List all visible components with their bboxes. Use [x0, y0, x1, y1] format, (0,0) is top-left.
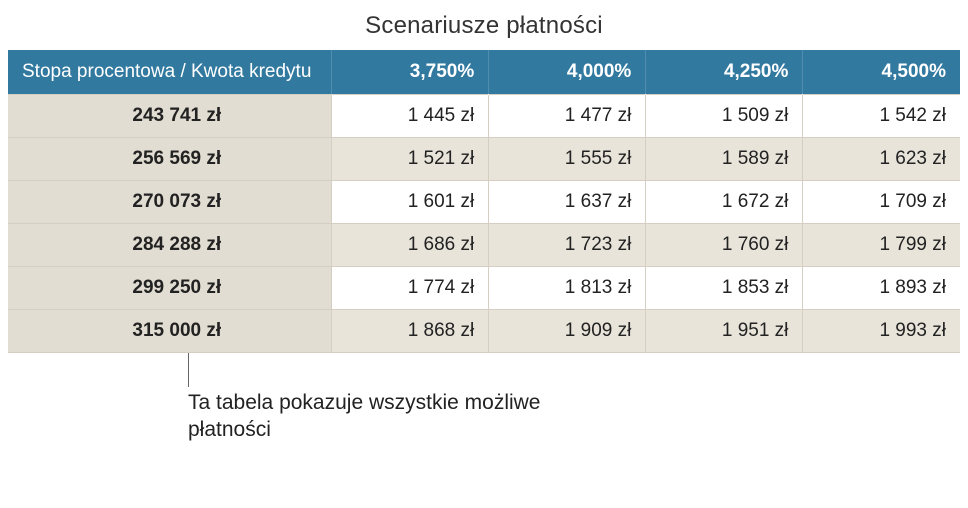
header-label: Stopa procentowa / Kwota kredytu [8, 50, 332, 94]
table-row: 256 569 zł 1 521 zł 1 555 zł 1 589 zł 1 … [8, 137, 960, 180]
rate-col-3: 4,500% [803, 50, 960, 94]
payment-cell: 1 521 zł [332, 137, 489, 180]
payment-cell: 1 893 zł [803, 266, 960, 309]
payment-cell: 1 445 zł [332, 94, 489, 137]
payment-cell: 1 774 zł [332, 266, 489, 309]
loan-amount: 315 000 zł [8, 309, 332, 352]
payment-cell: 1 951 zł [646, 309, 803, 352]
rate-col-2: 4,250% [646, 50, 803, 94]
payments-table: Stopa procentowa / Kwota kredytu 3,750% … [8, 50, 960, 353]
payment-cell: 1 509 zł [646, 94, 803, 137]
table-row: 315 000 zł 1 868 zł 1 909 zł 1 951 zł 1 … [8, 309, 960, 352]
payment-cell: 1 623 zł [803, 137, 960, 180]
payment-cell: 1 760 zł [646, 223, 803, 266]
payment-cell: 1 542 zł [803, 94, 960, 137]
payment-cell: 1 723 zł [489, 223, 646, 266]
page-title: Scenariusze płatności [8, 12, 960, 40]
leader-line [188, 353, 189, 387]
rate-col-1: 4,000% [489, 50, 646, 94]
table-header: Stopa procentowa / Kwota kredytu 3,750% … [8, 50, 960, 94]
table-caption: Ta tabela pokazuje wszystkie możliwe pła… [188, 389, 548, 444]
table-row: 270 073 zł 1 601 zł 1 637 zł 1 672 zł 1 … [8, 180, 960, 223]
payment-cell: 1 601 zł [332, 180, 489, 223]
rate-col-0: 3,750% [332, 50, 489, 94]
payment-cell: 1 909 zł [489, 309, 646, 352]
page-wrap: Scenariusze płatności Stopa procentowa /… [0, 0, 968, 445]
caption-area: Ta tabela pokazuje wszystkie możliwe pła… [8, 359, 960, 445]
payment-cell: 1 555 zł [489, 137, 646, 180]
loan-amount: 270 073 zł [8, 180, 332, 223]
loan-amount: 299 250 zł [8, 266, 332, 309]
payment-cell: 1 637 zł [489, 180, 646, 223]
table-row: 243 741 zł 1 445 zł 1 477 zł 1 509 zł 1 … [8, 94, 960, 137]
payment-cell: 1 672 zł [646, 180, 803, 223]
payment-cell: 1 868 zł [332, 309, 489, 352]
payment-cell: 1 993 zł [803, 309, 960, 352]
payment-cell: 1 589 zł [646, 137, 803, 180]
payment-cell: 1 813 zł [489, 266, 646, 309]
payment-cell: 1 709 zł [803, 180, 960, 223]
table-row: 284 288 zł 1 686 zł 1 723 zł 1 760 zł 1 … [8, 223, 960, 266]
table-body: 243 741 zł 1 445 zł 1 477 zł 1 509 zł 1 … [8, 94, 960, 352]
table-row: 299 250 zł 1 774 zł 1 813 zł 1 853 zł 1 … [8, 266, 960, 309]
payment-cell: 1 686 zł [332, 223, 489, 266]
loan-amount: 256 569 zł [8, 137, 332, 180]
loan-amount: 243 741 zł [8, 94, 332, 137]
payment-cell: 1 799 zł [803, 223, 960, 266]
payment-cell: 1 853 zł [646, 266, 803, 309]
payment-cell: 1 477 zł [489, 94, 646, 137]
loan-amount: 284 288 zł [8, 223, 332, 266]
